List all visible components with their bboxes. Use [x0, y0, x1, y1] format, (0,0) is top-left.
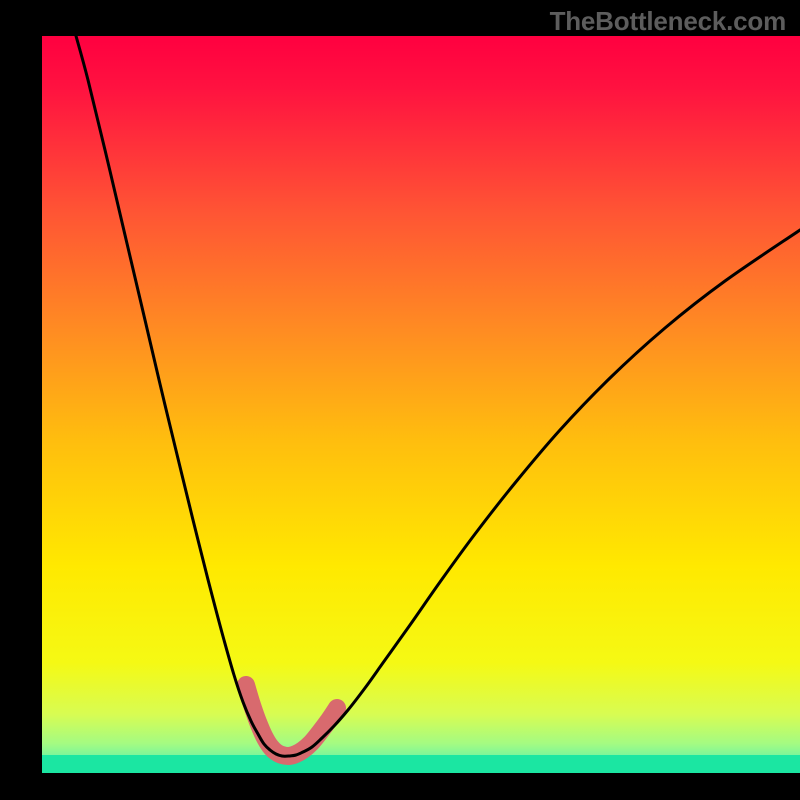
- plot-bottom-band: [42, 755, 800, 773]
- plot-area: [42, 36, 800, 773]
- credit-label: TheBottleneck.com: [550, 6, 786, 37]
- border-bottom: [0, 773, 800, 800]
- border-left: [0, 0, 42, 800]
